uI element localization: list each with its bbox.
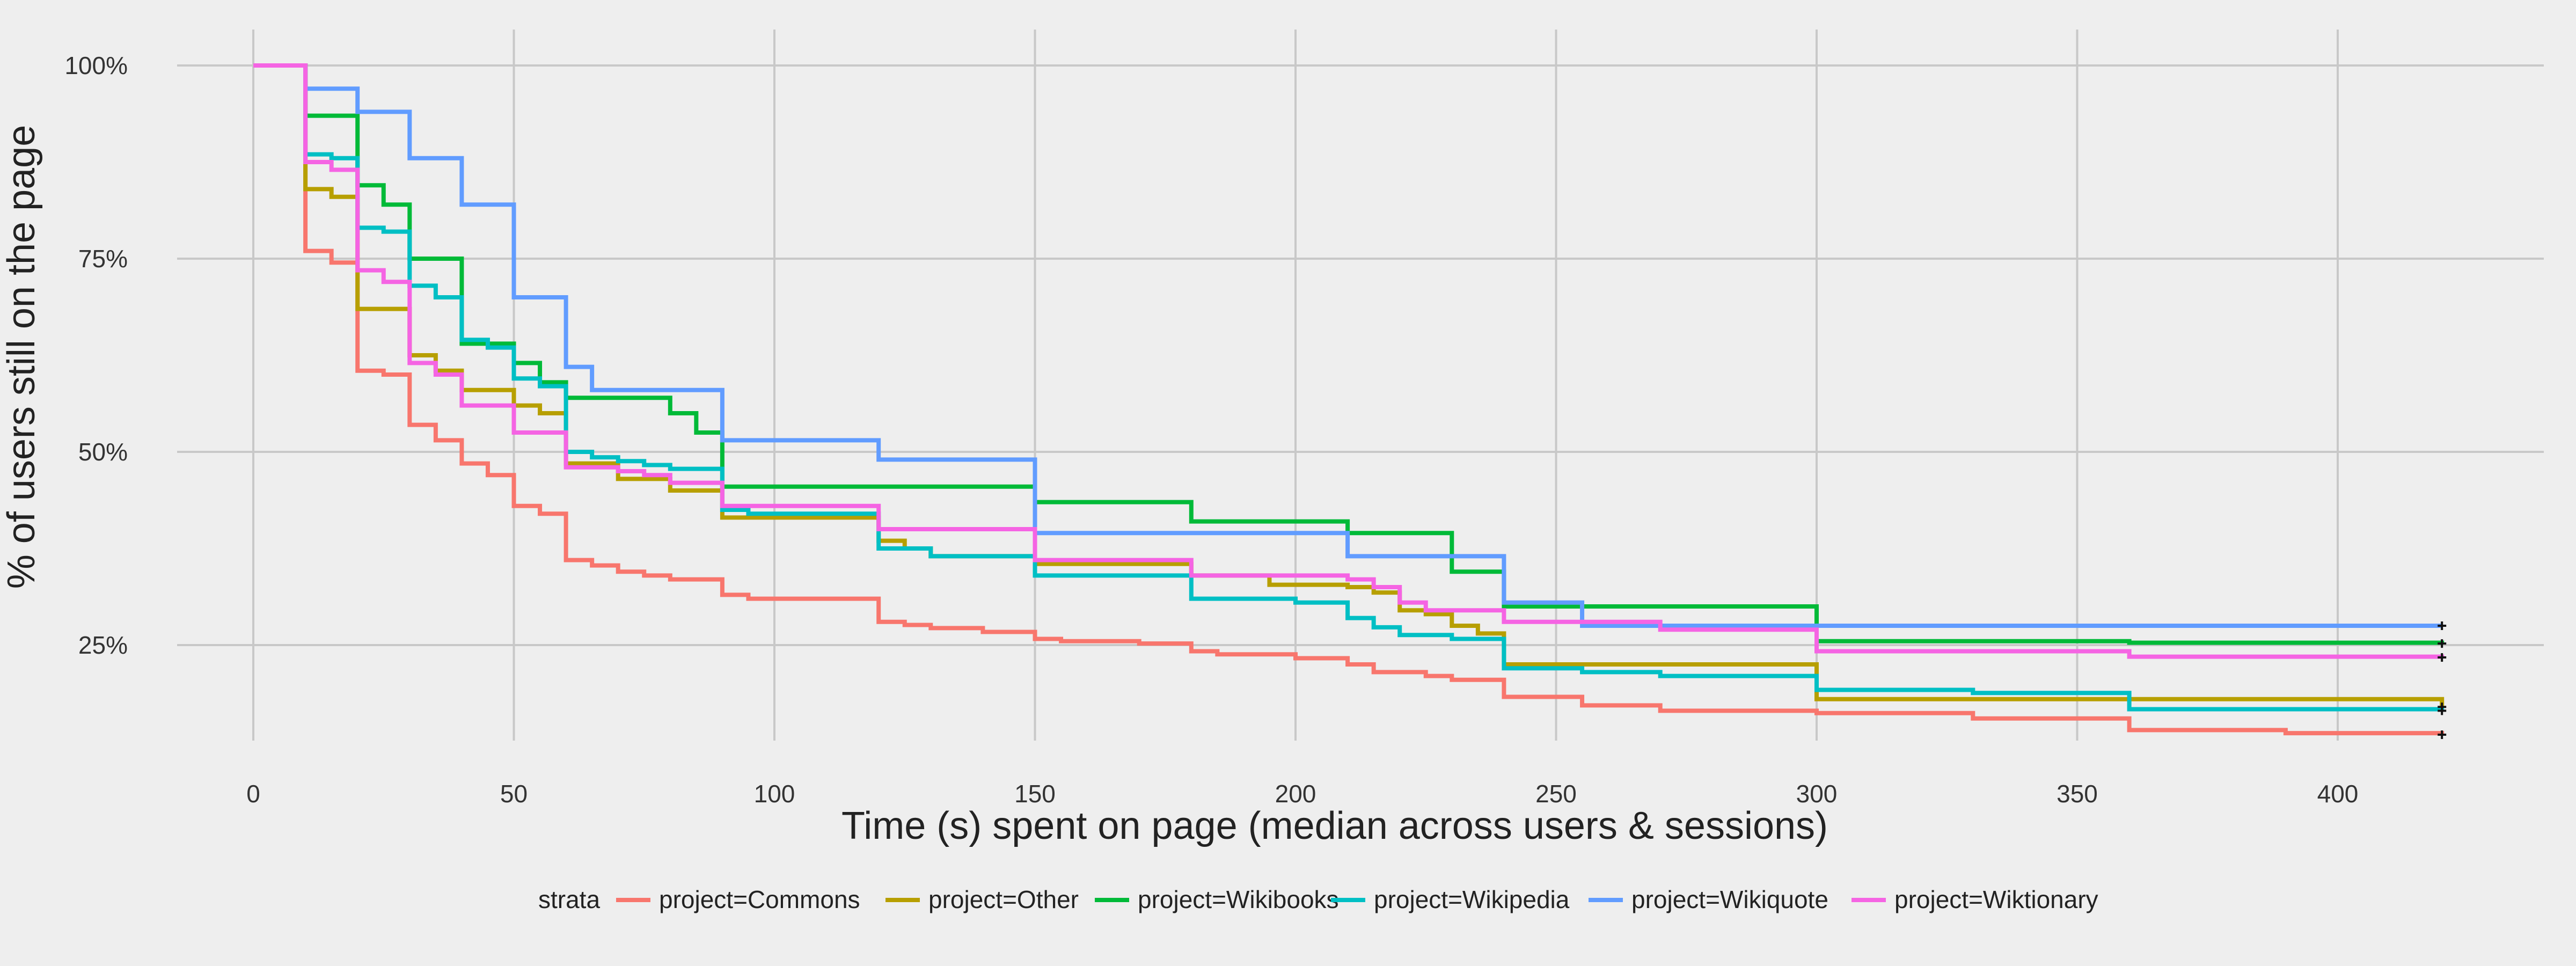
- y-tick-label: 25%: [78, 631, 128, 659]
- y-tick-labels: 100% 75% 50% 25%: [64, 52, 128, 659]
- censor-marker: [2438, 653, 2447, 662]
- x-tick-label: 350: [2057, 780, 2098, 808]
- legend-item: project=Wikiquote: [1589, 885, 1828, 913]
- x-tick-label: 400: [2317, 780, 2359, 808]
- censor-marker: [2438, 621, 2447, 630]
- legend-label: project=Wikibooks: [1138, 885, 1339, 913]
- series-line-wikipedia: [253, 63, 2445, 712]
- x-tick-label: 50: [500, 780, 528, 808]
- legend-item: project=Wikibooks: [1095, 885, 1339, 913]
- legend-label: project=Wiktionary: [1894, 885, 2098, 913]
- x-tick-labels: 0 50 100 150 200 250 300 350 400: [246, 780, 2358, 808]
- censor-marker: [2438, 730, 2447, 740]
- x-tick-label: 250: [1535, 780, 1577, 808]
- legend-item: project=Wiktionary: [1851, 885, 2098, 913]
- y-tick-label: 100%: [64, 52, 128, 79]
- legend-title: strata: [538, 885, 600, 913]
- series-lines: [253, 63, 2445, 736]
- x-tick-label: 300: [1796, 780, 1838, 808]
- y-tick-label: 75%: [78, 245, 128, 273]
- legend-item: project=Commons: [616, 885, 860, 913]
- x-tick-label: 200: [1275, 780, 1316, 808]
- series-line-wikiquote: [253, 63, 2442, 628]
- legend-label: project=Commons: [659, 885, 860, 913]
- x-tick-label: 0: [246, 780, 260, 808]
- legend-item: project=Wikipedia: [1331, 885, 1570, 913]
- legend-label: project=Wikiquote: [1631, 885, 1828, 913]
- legend-label: project=Other: [928, 885, 1079, 913]
- x-tick-label: 100: [754, 780, 795, 808]
- series-line-other: [253, 63, 2445, 707]
- legend-label: project=Wikipedia: [1374, 885, 1570, 913]
- x-axis-title: Time (s) spent on page (median across us…: [841, 804, 1828, 847]
- series-line-wiktionary: [253, 63, 2445, 659]
- censor-marker: [2438, 706, 2447, 715]
- x-tick-label: 150: [1014, 780, 1056, 808]
- y-tick-label: 50%: [78, 438, 128, 466]
- censor-marker: [2438, 639, 2447, 648]
- series-line-commons: [253, 63, 2445, 736]
- censor-markers: [2438, 621, 2447, 740]
- legend: strata project=Commons project=Other proje…: [538, 885, 2098, 913]
- y-axis-title: % of users still on the page: [0, 125, 43, 589]
- legend-item: project=Other: [885, 885, 1079, 913]
